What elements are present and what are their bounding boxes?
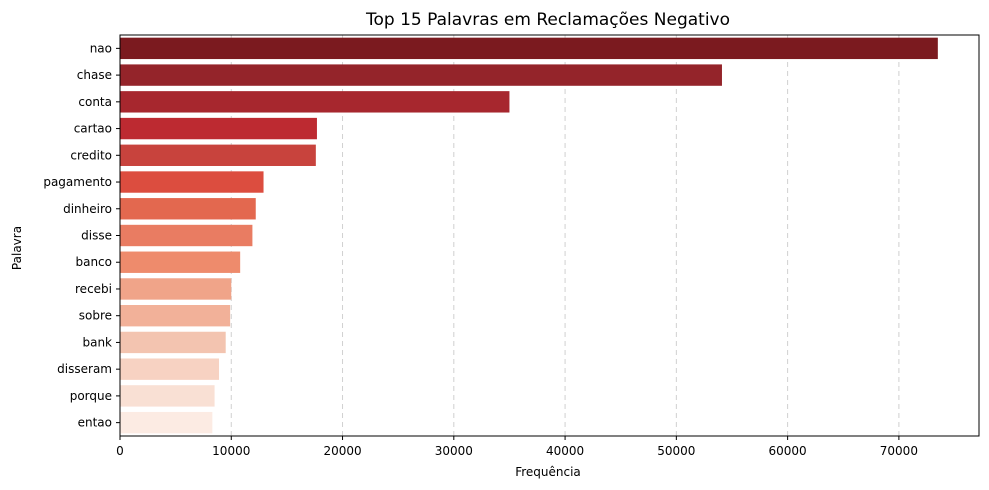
- y-tick-label: banco: [75, 255, 112, 269]
- x-tick-label: 30000: [435, 444, 473, 458]
- y-tick-label: pagamento: [43, 175, 112, 189]
- bar-disseram: [120, 358, 220, 380]
- y-tick-label: credito: [70, 148, 112, 162]
- x-tick-label: 70000: [880, 444, 918, 458]
- bar-pagamento: [120, 171, 264, 193]
- x-tick-label: 10000: [212, 444, 250, 458]
- bar-nao: [120, 37, 938, 60]
- bar-credito: [120, 144, 316, 166]
- bar-porque: [120, 385, 215, 407]
- bar-cartao: [120, 117, 317, 140]
- y-tick-label: cartao: [74, 122, 112, 136]
- x-tick-label: 60000: [769, 444, 807, 458]
- y-tick-label: entao: [78, 416, 112, 430]
- bar-bank: [120, 331, 226, 354]
- bar-entao: [120, 411, 213, 434]
- y-tick-label: porque: [70, 389, 112, 403]
- chart-title: Top 15 Palavras em Reclamações Negativo: [365, 10, 730, 30]
- y-tick-label: disseram: [57, 362, 112, 376]
- bar-disse: [120, 224, 253, 247]
- x-axis-title: Frequência: [515, 465, 581, 479]
- axes: [116, 34, 980, 440]
- bar-dinheiro: [120, 198, 256, 220]
- y-axis-title: Palavra: [10, 226, 24, 270]
- y-tick-label: dinheiro: [63, 202, 112, 216]
- y-tick-label: conta: [78, 95, 112, 109]
- x-tick-label: 50000: [657, 444, 695, 458]
- x-tick-label: 0: [116, 444, 124, 458]
- y-tick-label: nao: [90, 41, 112, 55]
- x-tick-label: 40000: [546, 444, 584, 458]
- y-tick-labels: nao chase conta cartao credito pagamento dinhe…: [43, 41, 112, 429]
- plot-frame: [119, 34, 980, 437]
- bar-chase: [120, 64, 722, 86]
- bar-recebi: [120, 278, 232, 300]
- y-tick-label: bank: [82, 335, 112, 349]
- x-tick-label: 20000: [323, 444, 361, 458]
- y-tick-label: chase: [77, 68, 112, 82]
- bar-sobre: [120, 305, 231, 327]
- y-tick-label: recebi: [75, 282, 112, 296]
- y-tick-label: sobre: [79, 309, 112, 323]
- bar-banco: [120, 251, 241, 273]
- bars: [120, 37, 938, 434]
- bar-conta: [120, 91, 510, 113]
- x-tick-labels: 0 10000 20000 30000 40000 50000 60000 70000: [116, 444, 918, 458]
- y-tick-label: disse: [81, 229, 112, 243]
